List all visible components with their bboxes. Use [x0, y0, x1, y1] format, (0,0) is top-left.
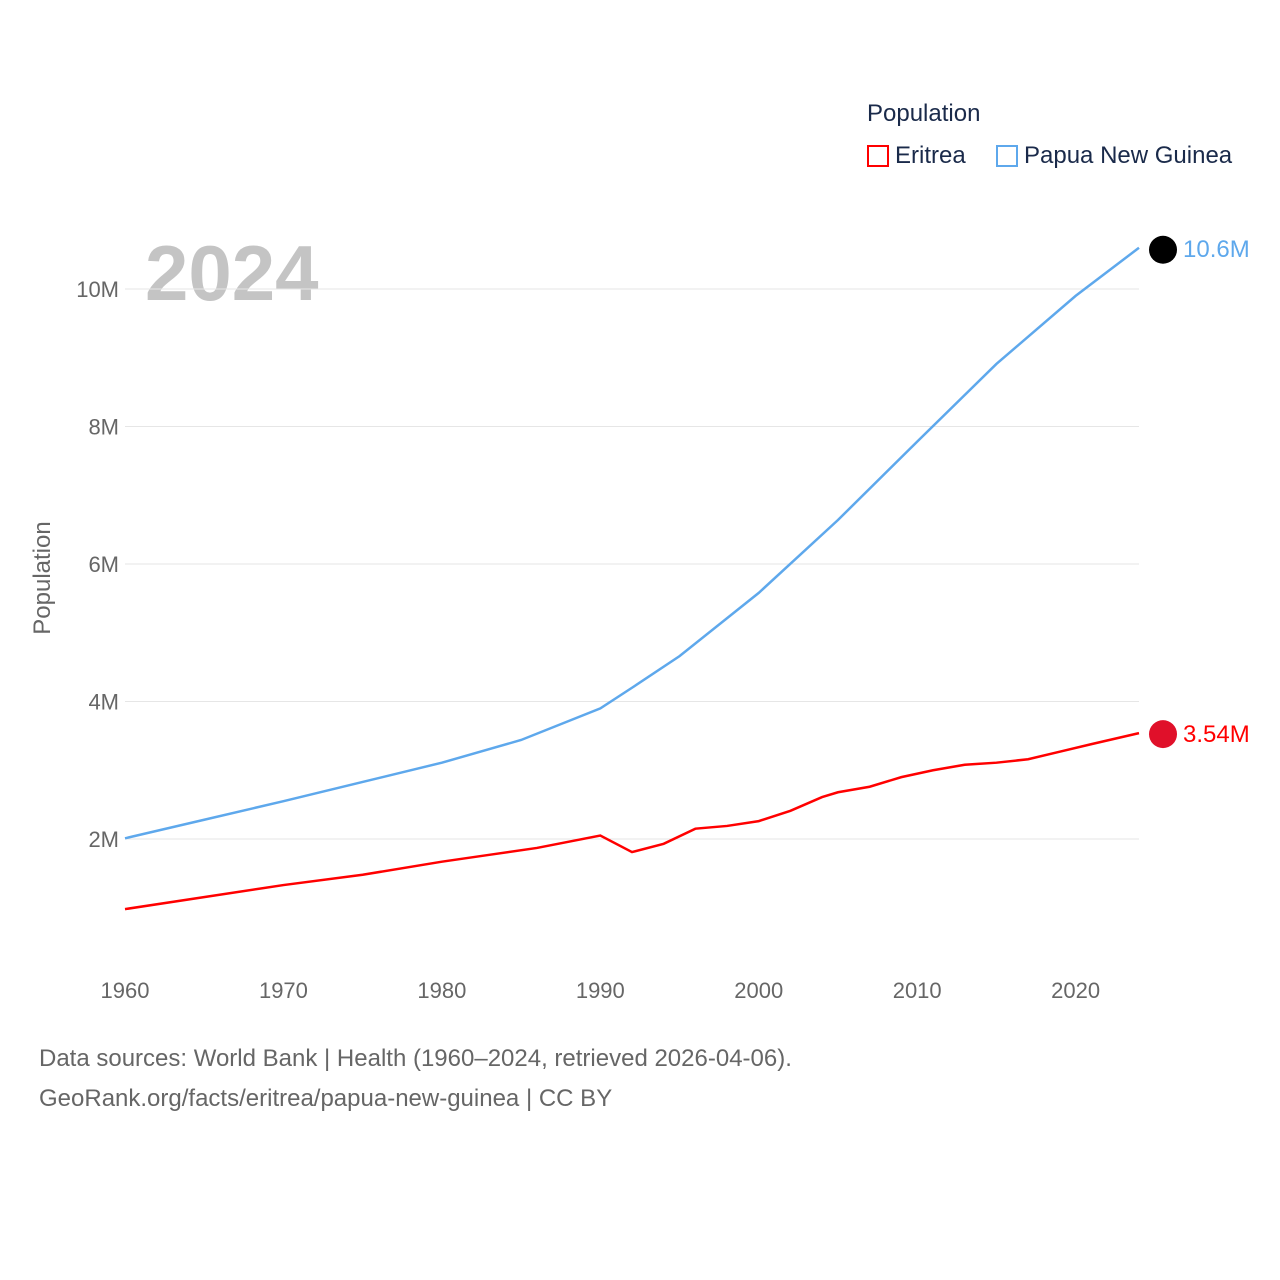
legend-item-eritrea[interactable]: Eritrea	[867, 142, 966, 170]
y-axis-title: Population	[29, 521, 56, 634]
x-tick-label: 1990	[576, 978, 625, 1003]
legend-label: Eritrea	[895, 142, 966, 169]
x-tick-label: 2020	[1051, 978, 1100, 1003]
end-value-label: 10.6M	[1183, 236, 1250, 263]
y-tick-label: 8M	[88, 415, 119, 440]
flag-icon	[1149, 720, 1177, 749]
year-watermark: 2024	[145, 229, 319, 317]
x-tick-label: 2000	[734, 978, 783, 1003]
flag-icon	[1149, 235, 1177, 264]
y-tick-label: 6M	[88, 552, 119, 577]
x-tick-label: 1970	[259, 978, 308, 1003]
source-url[interactable]: GeoRank.org/facts/eritrea/papua-new-guin…	[39, 1085, 613, 1112]
y-tick-label: 4M	[88, 690, 119, 715]
legend-swatch	[996, 145, 1018, 167]
legend-swatch	[867, 145, 889, 167]
y-tick-label: 10M	[76, 277, 119, 302]
legend-title: Population	[867, 100, 981, 127]
series-line-eritrea	[124, 731, 1140, 911]
series-line-png	[124, 246, 1140, 840]
y-tick-label: 2M	[88, 827, 119, 852]
source-note: Data sources: World Bank | Health (1960–…	[39, 1045, 792, 1072]
x-tick-label: 1980	[417, 978, 466, 1003]
legend-label: Papua New Guinea	[1024, 142, 1233, 169]
x-tick-label: 1960	[101, 978, 150, 1003]
legend-item-png[interactable]: Papua New Guinea	[996, 142, 1232, 170]
end-value-label: 3.54M	[1183, 721, 1250, 748]
x-tick-label: 2010	[893, 978, 942, 1003]
